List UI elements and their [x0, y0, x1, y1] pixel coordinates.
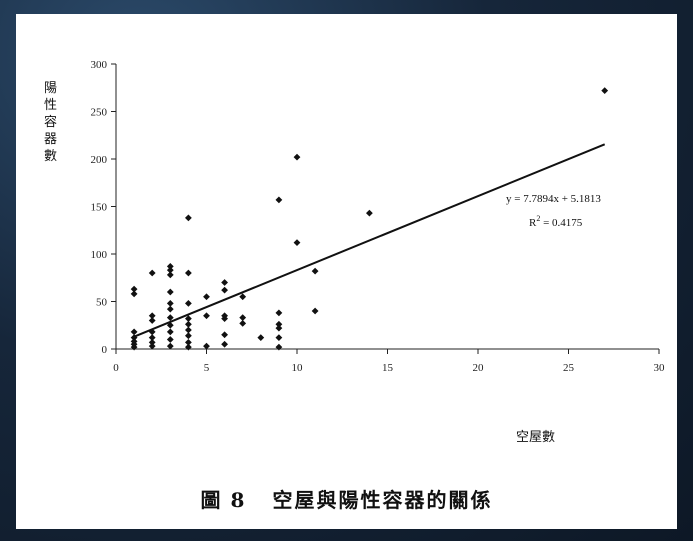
data-point-marker [221, 279, 228, 286]
x-tick-label: 0 [113, 362, 119, 374]
data-point-marker [185, 269, 192, 277]
data-point-marker [311, 307, 319, 315]
y-tick-label: 250 [91, 107, 108, 119]
data-point-marker [221, 340, 228, 348]
y-axis-label-char: 陽 [44, 81, 57, 96]
data-point-marker [166, 271, 174, 279]
data-point-marker [185, 338, 192, 346]
data-point-marker [166, 262, 174, 270]
x-tick-label: 5 [204, 362, 210, 374]
y-axis-label-text: 陽性容器數 [44, 81, 57, 164]
x-tick-label: 10 [292, 362, 304, 374]
y-tick-label: 0 [102, 344, 108, 356]
data-point-marker [166, 266, 174, 274]
trendline [133, 143, 606, 338]
data-point-marker [166, 314, 174, 322]
data-point-marker [130, 285, 138, 293]
data-point-marker [148, 312, 156, 320]
data-point-marker [366, 209, 373, 217]
figure-panel: 陽性容器數 0 50 100 150 200 250 300 0 5 10 15 20 25 30 y … [16, 14, 677, 529]
y-tick-label: 50 [96, 297, 108, 309]
data-point-marker [203, 293, 210, 301]
data-point-marker [239, 293, 247, 301]
data-point-marker [166, 336, 174, 343]
data-point-marker [130, 338, 138, 345]
y-tick-label: 200 [91, 154, 108, 166]
data-points [130, 87, 609, 351]
data-point-marker [293, 153, 301, 161]
y-tick-label: 100 [91, 249, 108, 261]
data-point-marker [257, 334, 265, 341]
data-point-marker [166, 288, 174, 296]
data-point-marker [185, 320, 192, 328]
data-point-marker [221, 331, 228, 339]
data-point-marker [130, 328, 138, 336]
data-point-marker [148, 342, 156, 350]
scatter-chart: 陽性容器數 0 50 100 150 200 250 300 0 5 10 15 20 25 30 y … [44, 59, 665, 445]
data-point-marker [148, 328, 156, 336]
r2-value: = 0.4175 [540, 217, 582, 229]
data-point-marker [221, 312, 228, 320]
data-point-marker [185, 300, 192, 307]
data-point-marker [275, 320, 283, 328]
figure-caption: 圖 8 空屋與陽性容器的關係 [16, 484, 677, 513]
y-tick-label: 300 [91, 59, 108, 71]
data-point-marker [148, 334, 156, 341]
x-tick-label: 30 [654, 362, 666, 374]
data-point-marker [601, 87, 609, 94]
data-point-marker [148, 269, 156, 277]
y-axis-label-char: 容 [44, 114, 57, 130]
data-point-marker [275, 196, 283, 204]
data-point-marker [275, 334, 283, 341]
y-axis-label-char: 器 [44, 132, 57, 147]
y-axis-ticks: 0 50 100 150 200 250 300 [91, 59, 116, 356]
trendline-equation: y = 7.7894x + 5.1813 [506, 193, 601, 205]
x-tick-label: 25 [563, 362, 575, 374]
data-point-marker [203, 312, 210, 320]
caption-figure-number: 8 [230, 488, 247, 512]
data-point-marker [130, 290, 138, 298]
data-point-marker [275, 324, 283, 332]
y-axis-label-char: 性 [44, 98, 57, 113]
r2-prefix: R [529, 217, 537, 229]
data-point-marker [166, 305, 174, 313]
x-tick-label: 20 [473, 362, 485, 374]
caption-text: 空屋與陽性容器的關係 [272, 488, 493, 512]
data-point-marker [166, 342, 174, 350]
data-point-marker [148, 317, 156, 324]
data-point-marker [185, 326, 192, 334]
data-point-marker [185, 343, 192, 351]
data-point-marker [275, 309, 283, 317]
data-point-marker [239, 314, 247, 322]
data-point-marker [185, 332, 192, 340]
y-axis-label: 陽性容器數 [44, 81, 57, 164]
data-point-marker [275, 343, 283, 351]
data-point-marker [166, 321, 174, 329]
data-point-marker [185, 315, 192, 322]
y-axis-label-char: 數 [44, 149, 57, 164]
x-tick-label: 15 [382, 362, 394, 374]
y-tick-label: 150 [91, 202, 108, 214]
x-axis-ticks: 0 5 10 15 20 25 30 [113, 349, 665, 374]
r-squared-label: R2 = 0.4175 [529, 214, 583, 229]
data-point-marker [239, 319, 247, 327]
data-point-marker [185, 214, 192, 222]
data-point-marker [148, 338, 156, 346]
data-point-marker [166, 300, 174, 307]
r2-superscript: 2 [536, 214, 540, 223]
data-point-marker [311, 267, 319, 275]
caption-figure-label: 圖 [200, 488, 223, 512]
data-point-marker [203, 342, 210, 350]
data-point-marker [293, 239, 301, 246]
data-point-marker [130, 334, 138, 341]
data-point-marker [166, 328, 174, 336]
data-point-marker [221, 286, 228, 294]
x-axis-label: 空屋數 [516, 430, 555, 445]
